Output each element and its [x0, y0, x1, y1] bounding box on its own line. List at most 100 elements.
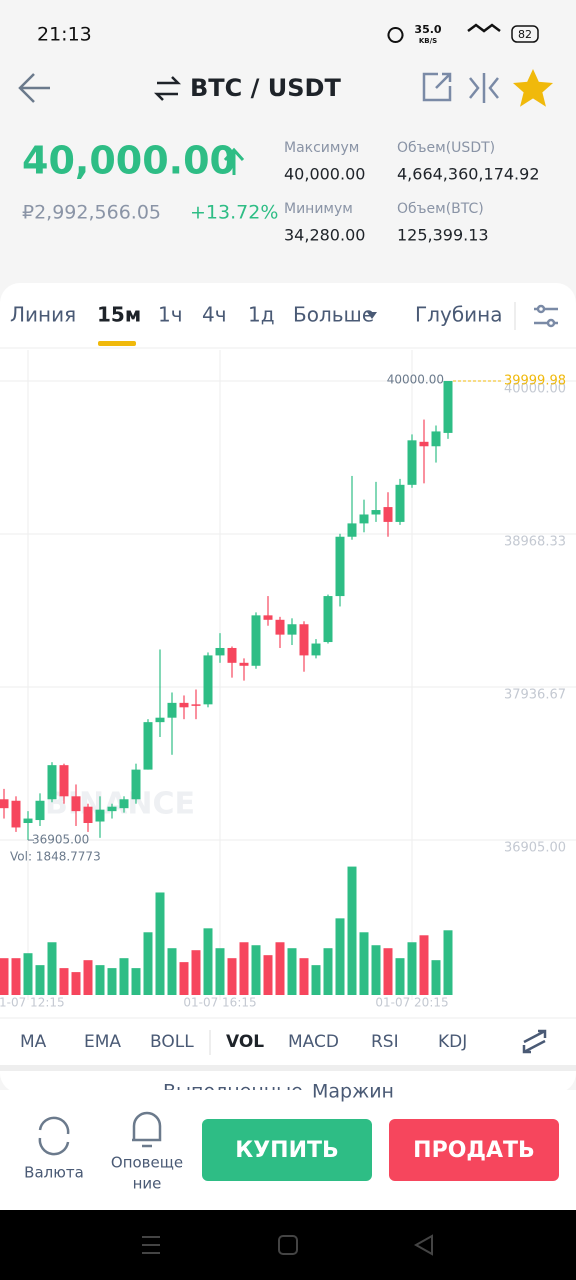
indicator-tab[interactable]: EMA: [84, 1032, 121, 1052]
candle-body: [263, 615, 273, 620]
volume-bar: [215, 948, 225, 995]
back-icon[interactable]: [18, 73, 50, 103]
candle-body: [0, 799, 9, 809]
expand-icon[interactable]: [522, 1029, 547, 1054]
volume-bar: [23, 953, 33, 995]
volume-bar: [347, 866, 357, 995]
candle-body: [407, 440, 417, 485]
candle-body: [131, 769, 141, 800]
interval-tab[interactable]: Глубина: [415, 303, 502, 327]
candle-body: [347, 523, 357, 537]
share-icon[interactable]: [422, 72, 452, 102]
volume-bar: [191, 950, 201, 995]
candle-body: [59, 765, 69, 797]
net-unit: KB/S: [419, 37, 437, 45]
favorite-icon[interactable]: [512, 68, 554, 107]
stat-value: 125,399.13: [397, 226, 489, 245]
candle-body: [311, 643, 321, 656]
volume-bar: [383, 948, 393, 995]
interval-tab[interactable]: 1д: [248, 303, 275, 327]
swap-icon[interactable]: [153, 76, 182, 101]
interval-tab[interactable]: Линия: [10, 303, 76, 327]
battery-icon: [511, 25, 539, 43]
candle-body: [179, 702, 189, 708]
candle-body: [107, 806, 117, 812]
stat-label: Объем(BTC): [397, 201, 484, 217]
candle-body: [323, 596, 333, 643]
candle-body: [419, 441, 429, 447]
candle-body: [299, 624, 309, 656]
volume-bar: [287, 948, 297, 995]
lower-tab: Маржин: [312, 1081, 394, 1103]
y-tick-label: 38968.33: [504, 535, 566, 550]
x-tick-label: 01-07 16:15: [183, 996, 256, 1010]
indicator-tab[interactable]: BOLL: [150, 1032, 194, 1052]
volume-bar: [95, 965, 105, 995]
dropdown-arrow: [367, 312, 377, 319]
battery-level: 82: [518, 28, 532, 41]
sell-button[interactable]: [389, 1119, 559, 1181]
y-tick-label: 36905.00: [504, 841, 566, 856]
candle-body: [239, 662, 249, 666]
nav-icons: [142, 1234, 433, 1256]
candle-body: [395, 484, 405, 522]
volume-bar: [431, 960, 441, 995]
last-price-label: 39999.98: [504, 374, 566, 389]
interval-tab[interactable]: 4ч: [202, 303, 227, 327]
volume-bar: [35, 965, 45, 995]
compare-icon[interactable]: [469, 73, 499, 103]
candle-body: [287, 624, 297, 635]
interval-tab[interactable]: Больше: [293, 303, 374, 327]
alarm-icon: [387, 27, 404, 43]
pair-title: BTC / USDT: [190, 74, 341, 102]
stat-label: Объем(USDT): [397, 140, 495, 156]
candle-body: [215, 647, 225, 656]
volume-bar: [11, 958, 21, 995]
indicator-tab[interactable]: VOL: [226, 1032, 264, 1052]
tab-underline: [98, 341, 136, 346]
sell-label: ПРОДАТЬ: [413, 1138, 535, 1163]
volume-bar: [59, 968, 69, 995]
currency-icon[interactable]: [38, 1116, 70, 1156]
candle-body: [227, 647, 237, 663]
alert-icon[interactable]: [132, 1111, 162, 1148]
volume-bar: [359, 932, 369, 995]
status-icon: [467, 23, 501, 33]
volume-bar: [407, 942, 417, 995]
volume-bar: [419, 935, 429, 995]
volume-bar: [71, 972, 81, 995]
candle-body: [191, 704, 201, 706]
indicator-tab[interactable]: MA: [20, 1032, 47, 1052]
volume-bar: [251, 945, 261, 995]
volume-bar: [83, 960, 93, 995]
x-tick-label: 01-07 20:15: [375, 996, 448, 1010]
bottom-labels: Валюта Оповеще ние КУПИТЬ ПРОДАТЬ: [24, 1138, 535, 1193]
volume-bar: [371, 945, 381, 995]
volume-bar: [131, 968, 141, 995]
status-time: 21:13: [37, 24, 92, 46]
last-price: 40,000.00: [22, 139, 236, 183]
volume-bar: [203, 928, 213, 995]
volume-bar: [179, 962, 189, 995]
candle-body: [143, 722, 153, 770]
interval-tab[interactable]: 15м: [97, 303, 141, 327]
buy-button[interactable]: [202, 1119, 372, 1181]
interval-tab[interactable]: 1ч: [158, 303, 183, 327]
indicator-tab[interactable]: KDJ: [438, 1032, 467, 1052]
stat-label: Максимум: [284, 140, 359, 156]
candle-body: [83, 806, 93, 824]
stat-value: 34,280.00: [284, 226, 365, 245]
candle-body: [71, 796, 81, 812]
volume-bar: [227, 958, 237, 995]
indicator-tab[interactable]: MACD: [288, 1032, 339, 1052]
stat-value: 4,664,360,174.92: [397, 165, 540, 184]
indicator-tab[interactable]: RSI: [371, 1032, 399, 1052]
volume-bar: [299, 958, 309, 995]
volume-bar: [275, 942, 285, 995]
change-percent: +13.72%: [190, 202, 278, 224]
candle-body: [383, 507, 393, 522]
candle-body: [47, 765, 57, 800]
volume-bar: [239, 942, 249, 995]
candle-body: [23, 818, 33, 824]
